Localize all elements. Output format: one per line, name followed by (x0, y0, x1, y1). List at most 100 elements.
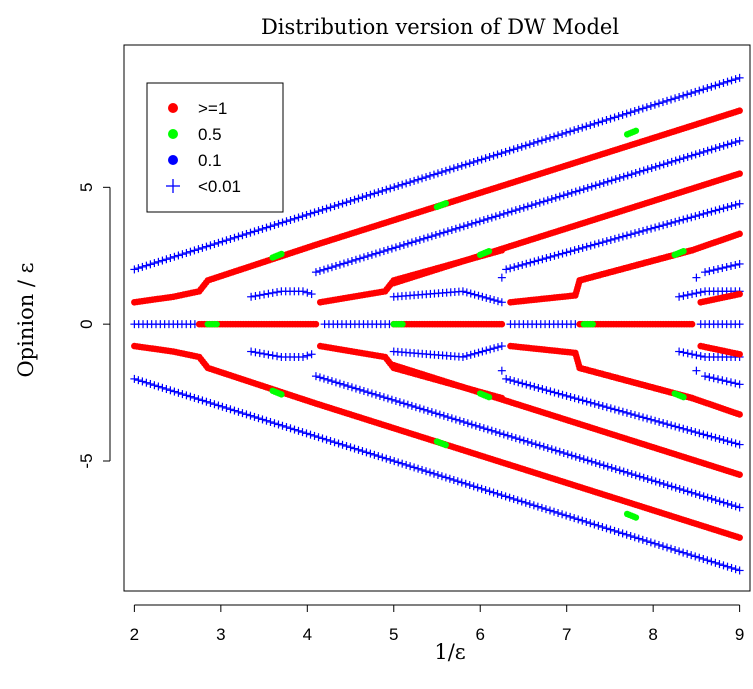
plus-marker (567, 188, 576, 197)
plus-marker (415, 235, 424, 244)
plus-marker (722, 263, 731, 272)
plus-marker (715, 80, 724, 89)
plus-marker (630, 107, 639, 116)
data-series (701, 372, 744, 389)
plus-marker (562, 391, 571, 400)
plus-marker (651, 162, 660, 171)
plus-marker (715, 434, 724, 443)
plus-marker (471, 421, 480, 430)
plus-marker (582, 242, 591, 251)
plus-marker (418, 174, 427, 183)
plus-marker (479, 216, 488, 225)
plus-marker (586, 121, 595, 130)
plus-marker (542, 386, 551, 395)
plus-marker (683, 290, 692, 299)
plus-marker (635, 472, 644, 481)
plus-marker (731, 138, 740, 147)
plus-marker (735, 566, 744, 575)
plus-marker (655, 417, 664, 426)
plus-marker (182, 391, 191, 400)
plus-marker (470, 290, 479, 299)
plus-marker (518, 379, 527, 388)
plus-marker (255, 349, 264, 358)
plus-marker (310, 431, 319, 440)
plus-marker (258, 224, 267, 233)
plus-marker (642, 537, 651, 546)
plus-marker (723, 499, 732, 508)
plus-marker (190, 246, 199, 255)
green-point (632, 127, 640, 134)
plus-marker (606, 235, 615, 244)
plus-marker (407, 238, 416, 247)
plus-marker (262, 223, 271, 232)
plus-marker (270, 419, 279, 428)
plus-marker (692, 366, 701, 375)
plus-marker (463, 419, 472, 428)
plus-marker (517, 497, 526, 506)
plus-marker (429, 170, 438, 179)
plus-marker (334, 200, 343, 209)
plus-marker (463, 221, 472, 230)
plus-marker (537, 136, 546, 145)
plus-marker (703, 146, 712, 155)
plus-marker (311, 372, 320, 381)
legend-label: >=1 (198, 99, 227, 118)
plus-marker (406, 178, 415, 187)
plus-marker (667, 95, 676, 104)
plus-marker (551, 193, 560, 202)
plus-marker (506, 264, 515, 273)
y-axis: -5 0 5 (77, 183, 111, 469)
dot-marker (736, 230, 743, 238)
plus-marker (643, 414, 652, 423)
plus-marker (570, 246, 579, 255)
plus-marker (687, 551, 696, 560)
plus-marker (695, 491, 704, 500)
plus-marker (226, 405, 235, 414)
plus-marker (435, 229, 444, 238)
data-series (390, 361, 743, 478)
plus-marker (331, 378, 340, 387)
data-series (390, 320, 506, 328)
plus-marker (699, 147, 708, 156)
plus-marker (363, 388, 372, 397)
plus-marker (562, 511, 571, 520)
plus-marker (614, 112, 623, 121)
plus-marker (474, 348, 483, 357)
plus-marker (501, 147, 510, 156)
plus-marker (567, 451, 576, 460)
plus-marker (543, 196, 552, 205)
plus-marker (495, 211, 504, 220)
plus-marker (170, 252, 179, 261)
plus-marker (607, 463, 616, 472)
plus-marker (343, 382, 352, 391)
plus-marker (546, 387, 555, 396)
plus-marker (642, 103, 651, 112)
plus-marker (497, 342, 506, 351)
plus-marker (619, 172, 628, 181)
plus-marker (566, 247, 575, 256)
plus-marker (343, 258, 352, 267)
plus-marker (294, 426, 303, 435)
plus-marker (671, 217, 680, 226)
plus-marker (703, 493, 712, 502)
plus-marker (525, 500, 534, 509)
plus-marker (457, 161, 466, 170)
plus-marker (695, 429, 704, 438)
plus-marker (274, 420, 283, 429)
plus-marker (663, 420, 672, 429)
plus-marker (302, 210, 311, 219)
x-tick-label: 3 (216, 625, 225, 644)
plus-marker (735, 320, 744, 329)
plus-marker (158, 383, 167, 392)
plus-marker (383, 394, 392, 403)
plus-marker (663, 481, 672, 490)
plus-marker (266, 417, 275, 426)
plus-marker (423, 233, 432, 242)
plus-marker (461, 160, 470, 169)
plus-marker (371, 249, 380, 258)
green-points (204, 127, 687, 521)
plus-marker (606, 404, 615, 413)
plus-marker (554, 131, 563, 140)
plus-marker (234, 407, 243, 416)
plus-marker (319, 374, 328, 383)
